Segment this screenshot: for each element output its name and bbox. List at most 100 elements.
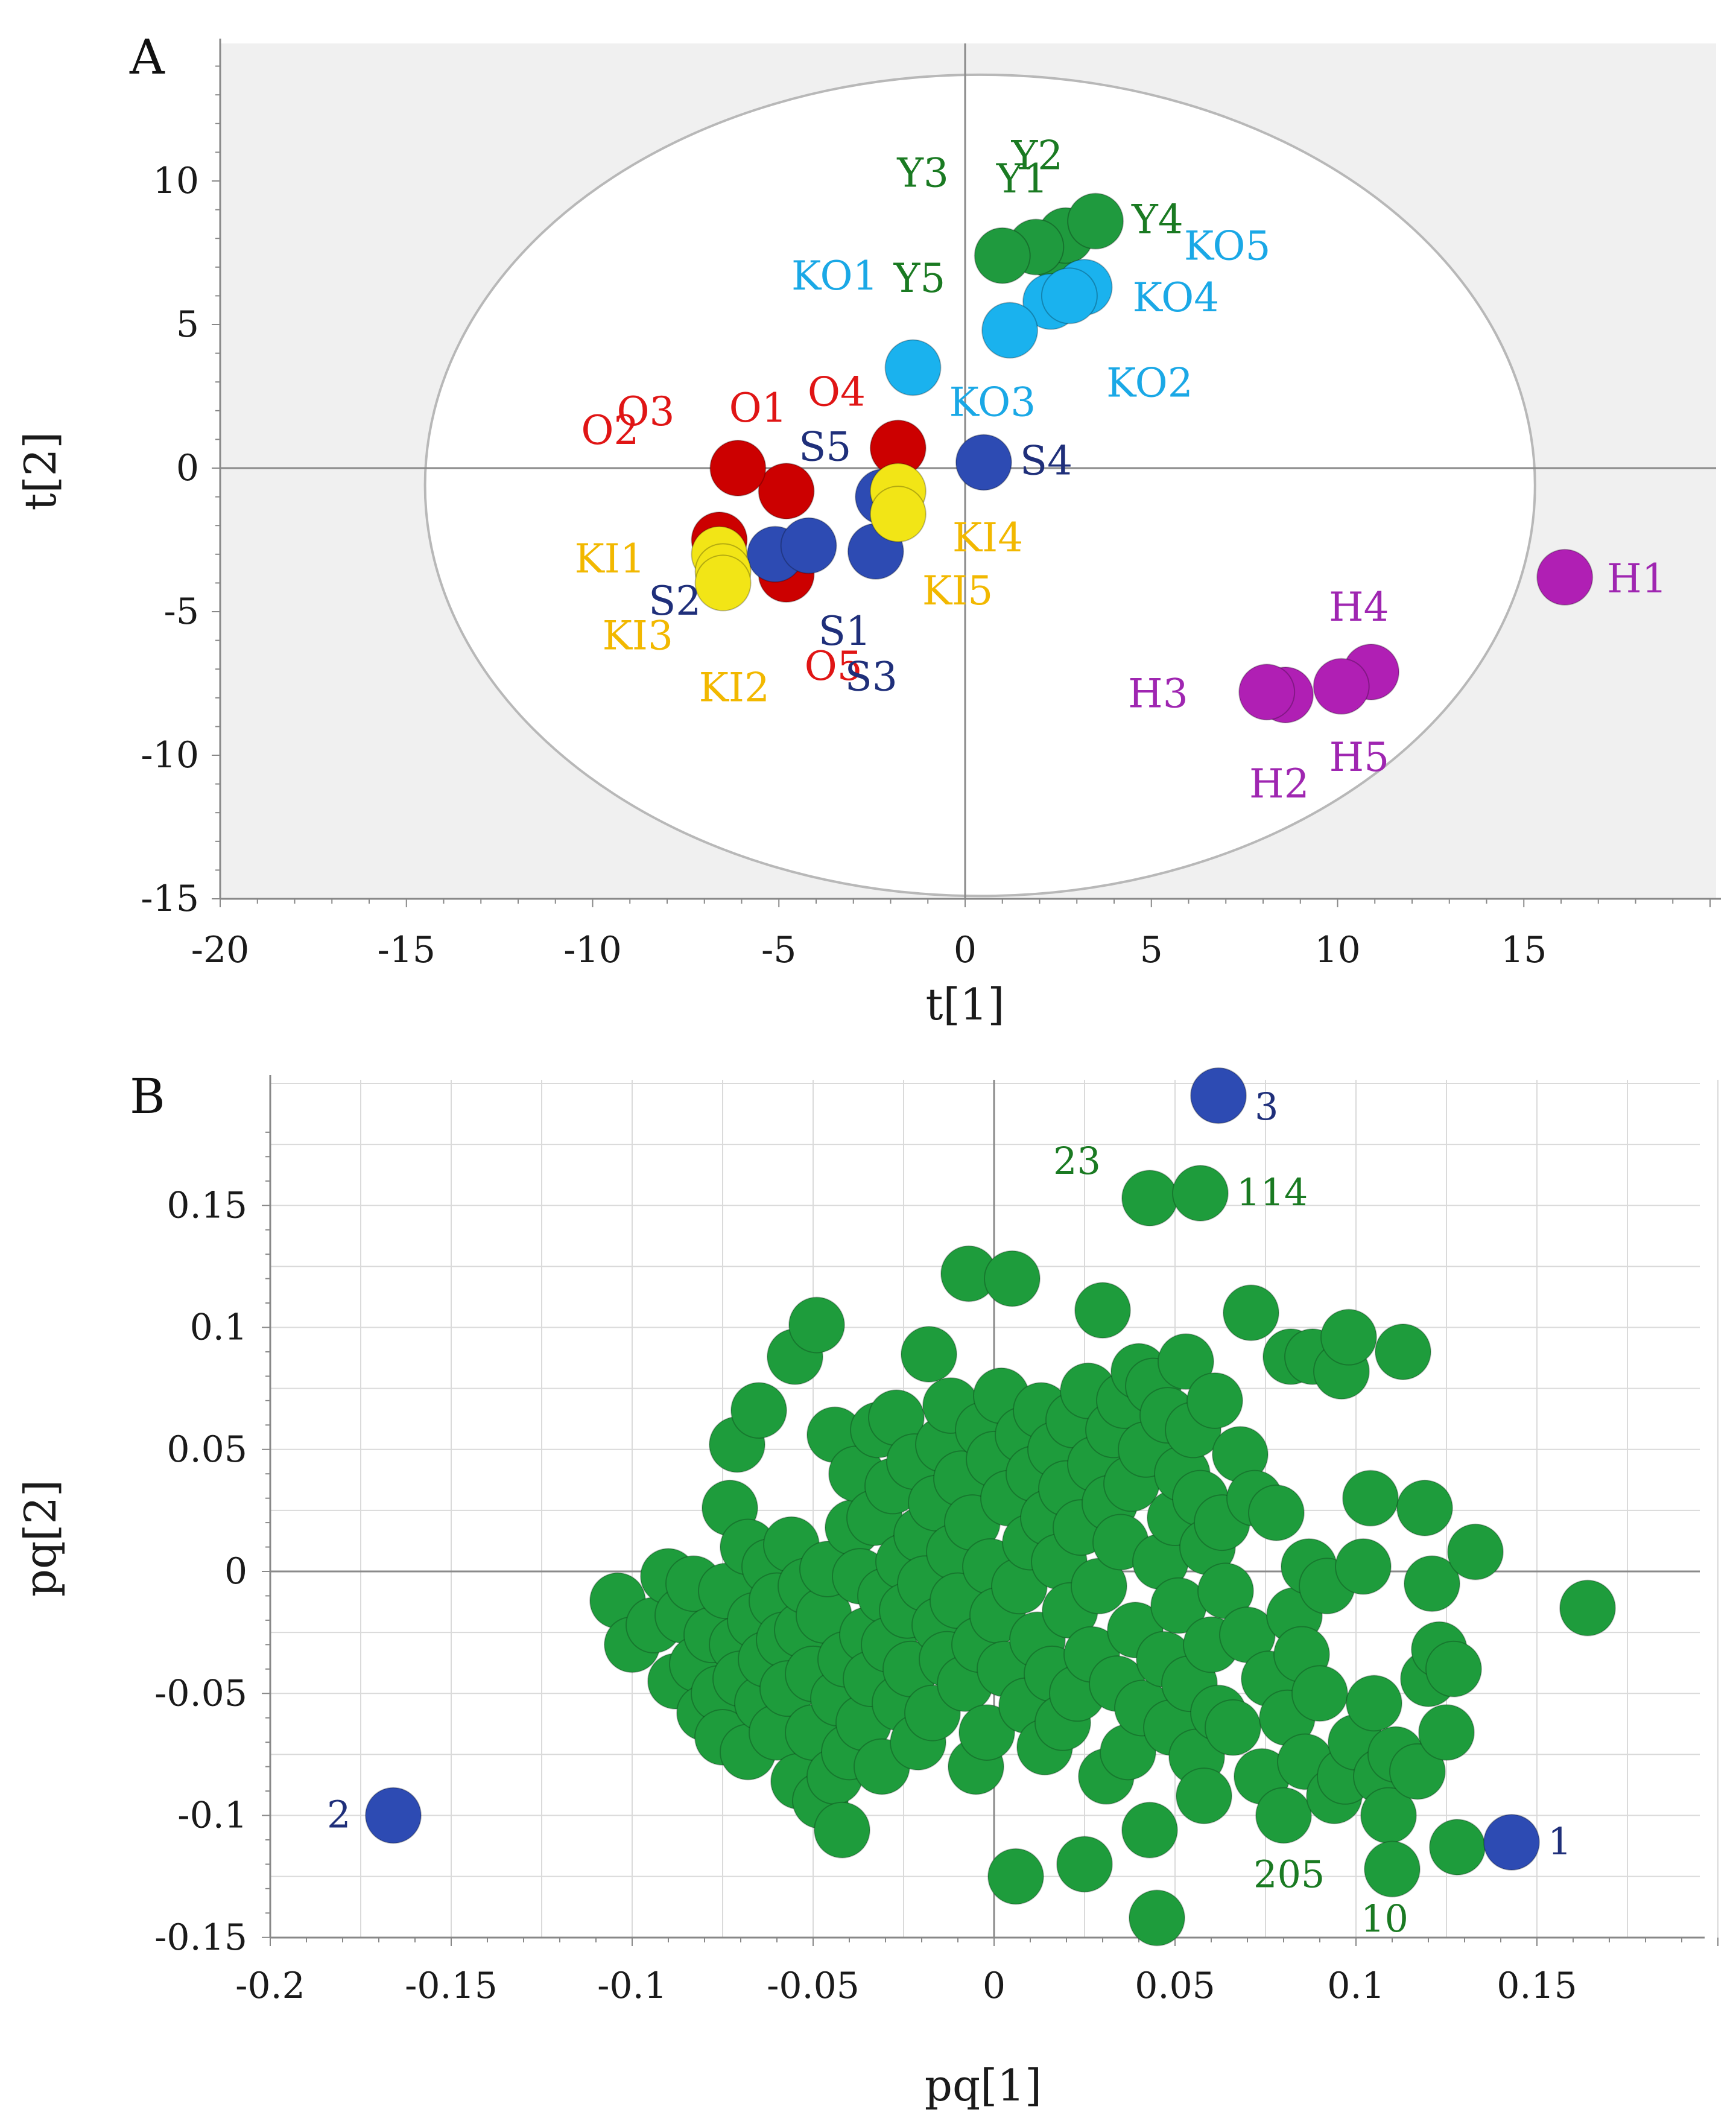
panel-a-x-tick-label: -10 [563, 929, 622, 971]
panel-b-y-tick-label: -0.1 [177, 1795, 247, 1837]
panel-a-y-tick-label: 10 [153, 160, 199, 202]
panel-a-tick-labels: -20 -15 -10 -5 0 5 10 15 10 5 0 -5 -10 -15 [141, 160, 1547, 971]
variable-point-23 [1121, 1170, 1178, 1227]
variable-point [1389, 1743, 1446, 1800]
panel-a-x-axis-title: t[1] [926, 979, 1005, 1030]
observation-label-ko5: KO5 [1184, 223, 1271, 269]
panel-a-letter: A [129, 29, 165, 85]
variable-point [958, 1704, 1015, 1761]
panel-a-y-axis-title: t[2] [15, 432, 66, 511]
variable-point [1074, 1282, 1131, 1339]
observation-s4 [955, 434, 1012, 491]
variable-point [1129, 1889, 1185, 1947]
panel-a-x-tick-label: -15 [377, 929, 436, 971]
panel-a-observations [691, 192, 1594, 724]
panel-a-y-tick-label: -15 [141, 878, 199, 920]
panel-a-y-tick-label: 5 [176, 303, 199, 346]
highlight-label-2: 2 [327, 1793, 350, 1837]
variable-point [987, 1848, 1044, 1905]
panel-b-x-tick-label: 0.05 [1135, 1965, 1215, 2007]
panel-b-letter: B [130, 1068, 165, 1124]
variable-point [1320, 1308, 1377, 1366]
observation-o2 [709, 440, 767, 496]
observation-label-o2: O2 [581, 407, 639, 454]
variable-point [1404, 1555, 1460, 1612]
variable-point [730, 1382, 787, 1439]
observation-label-y4: Y4 [1131, 197, 1183, 243]
observation-label-o1: O1 [729, 385, 787, 431]
panel-a-x-tick-label: 5 [1140, 929, 1163, 971]
panel-a-y-tick-label: -5 [164, 591, 199, 633]
panel-b-y-tick-label: -0.15 [154, 1916, 247, 1959]
variable-point [1255, 1787, 1312, 1844]
observation-label-y3: Y3 [896, 150, 949, 196]
variable-label-114: 114 [1237, 1170, 1308, 1214]
variable-point [1447, 1523, 1504, 1580]
observation-label-o4: O4 [808, 369, 866, 416]
panel-b-y-tick-label: 0.15 [166, 1184, 247, 1226]
variable-point [1176, 1767, 1232, 1825]
observation-y4 [1067, 192, 1124, 250]
observation-h1 [1536, 548, 1594, 606]
variable-point [1559, 1579, 1616, 1637]
observation-o1 [758, 463, 815, 520]
panel-b-x-tick-label: 0.1 [1327, 1965, 1384, 2007]
panel-b-tick-labels: -0.2 -0.15 -0.1 -0.05 0 0.05 0.1 0.15 0.15 0.1 0.0… [154, 1184, 1577, 2007]
variable-point [788, 1296, 845, 1354]
panel-b-x-axis-title: pq[1] [925, 2060, 1042, 2111]
highlight-label-3: 3 [1255, 1085, 1278, 1129]
panel-a-y-tick-label: -10 [141, 734, 199, 776]
variable-point [1056, 1836, 1113, 1893]
observation-label-h1: H1 [1607, 556, 1667, 602]
variable-point [1375, 1323, 1431, 1380]
observation-label-y2: Y2 [1011, 132, 1063, 179]
highlight-point-3 [1190, 1067, 1247, 1124]
observation-ko5 [1041, 267, 1098, 325]
observation-h5 [1313, 658, 1370, 715]
variable-point-114 [1172, 1165, 1229, 1222]
observation-label-ko4: KO4 [1133, 274, 1220, 321]
variable-point [1121, 1801, 1178, 1859]
variable-point [984, 1250, 1041, 1307]
observation-label-s2: S2 [648, 578, 701, 624]
variable-point [1248, 1484, 1305, 1541]
panel-a-x-tick-label: 15 [1501, 929, 1547, 971]
variable-label-23: 23 [1053, 1139, 1101, 1183]
observation-label-ki1: KI1 [574, 536, 645, 582]
observation-label-ki5: KI5 [922, 568, 993, 614]
panel-b-y-tick-label: -0.05 [154, 1672, 247, 1714]
variable-point [1158, 1333, 1214, 1390]
variable-point [814, 1801, 870, 1859]
highlight-point-1 [1483, 1813, 1540, 1871]
observation-label-ki4: KI4 [952, 515, 1023, 561]
observation-label-y5: Y5 [893, 255, 946, 302]
highlight-point-2 [365, 1787, 422, 1844]
observation-label-h4: H4 [1329, 584, 1389, 630]
observation-y5 [974, 227, 1031, 284]
observation-label-o3: O3 [616, 388, 674, 435]
variable-point [1396, 1479, 1453, 1536]
observation-label-s4: S4 [1020, 437, 1072, 484]
panel-b-y-tick-label: 0.1 [190, 1307, 247, 1349]
observation-ko3 [884, 339, 942, 396]
observation-label-y1: Y1 [996, 156, 1048, 202]
observation-label-ko3: KO3 [949, 379, 1036, 425]
observation-ki5 [869, 486, 927, 543]
variable-point [1291, 1665, 1348, 1722]
panel-a-x-tick-label: 10 [1314, 929, 1360, 971]
panel-a-y-tick-label: 0 [176, 447, 199, 489]
panel-a-x-tick-label: -5 [761, 929, 796, 971]
highlight-label-1: 1 [1548, 1819, 1571, 1863]
variable-point [1342, 1469, 1399, 1527]
observation-label-ki3: KI3 [603, 612, 673, 659]
variable-point [1186, 1372, 1243, 1429]
observation-label-ko1: KO1 [791, 253, 878, 299]
panel-b-x-tick-label: 0.15 [1497, 1965, 1577, 2007]
panel-a-x-tick-label: 0 [954, 929, 977, 971]
panel-b-x-tick-label: -0.2 [235, 1965, 305, 2007]
panel-b-loading-plot: -0.2 -0.15 -0.1 -0.05 0 0.05 0.1 0.15 0.15 0.1 0.0… [15, 1067, 1719, 2111]
variable-point [1205, 1699, 1261, 1756]
